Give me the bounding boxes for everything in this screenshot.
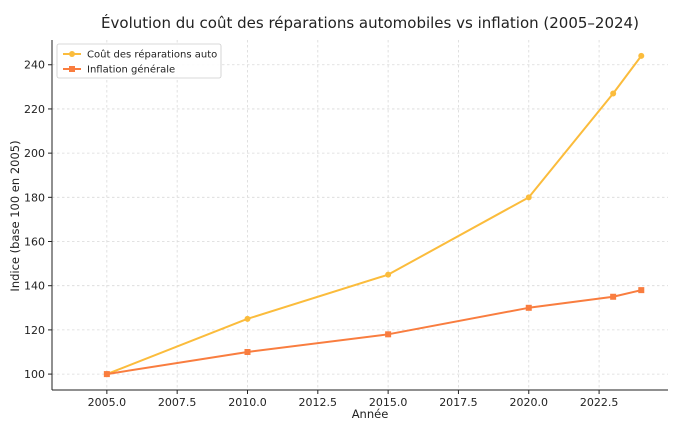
x-tick-label: 2010.0 [228,396,267,409]
axes: 2005.0 2007.5 2010.0 2012.5 2015.0 2017.5 2020… [24,40,668,409]
series-line [106,289,642,376]
data-point [244,348,251,355]
chart-title: Évolution du coût des réparations automo… [101,13,639,32]
legend-item: Coût des réparations auto [63,49,217,61]
y-tick-label: 180 [24,191,45,204]
x-tick-label: 2022.5 [580,396,619,409]
series-0 [103,52,645,378]
legend-label: Coût des réparations auto [87,49,217,61]
legend-item: Inflation générale [63,64,175,76]
y-tick-label: 100 [24,368,45,381]
data-point [244,315,251,322]
x-tick-label: 2007.5 [158,396,197,409]
x-tick-label: 2005.0 [88,396,127,409]
legend-box [56,43,222,79]
x-tick-label: 2020.0 [510,396,549,409]
y-tick-label: 160 [24,236,45,249]
x-axis-label: Année [352,407,389,421]
y-axis-label: Indice (base 100 en 2005) [8,140,22,291]
legend-label: Inflation générale [87,64,175,76]
x-tick-label: 2017.5 [439,396,478,409]
data-point [638,52,645,59]
y-tick-label: 240 [24,59,45,72]
x-tick-label: 2012.5 [299,396,338,409]
data-point [385,271,392,278]
data-point [610,90,617,97]
legend-swatch-marker [69,51,75,57]
legend: Coût des réparations auto Inflation génér… [56,43,222,79]
data-point [103,371,110,378]
legend-swatch-marker [69,66,75,72]
data-point [525,304,532,311]
data-point [610,293,617,300]
series-layer [103,52,645,378]
data-point [525,194,532,201]
data-point [385,331,392,338]
y-tick-label: 220 [24,103,45,116]
series-1 [103,287,645,378]
series-line [106,55,643,376]
x-tick-label: 2015.0 [369,396,408,409]
data-point [638,287,645,294]
y-tick-label: 200 [24,147,45,160]
y-tick-label: 140 [24,280,45,293]
y-tick-label: 120 [24,324,45,337]
